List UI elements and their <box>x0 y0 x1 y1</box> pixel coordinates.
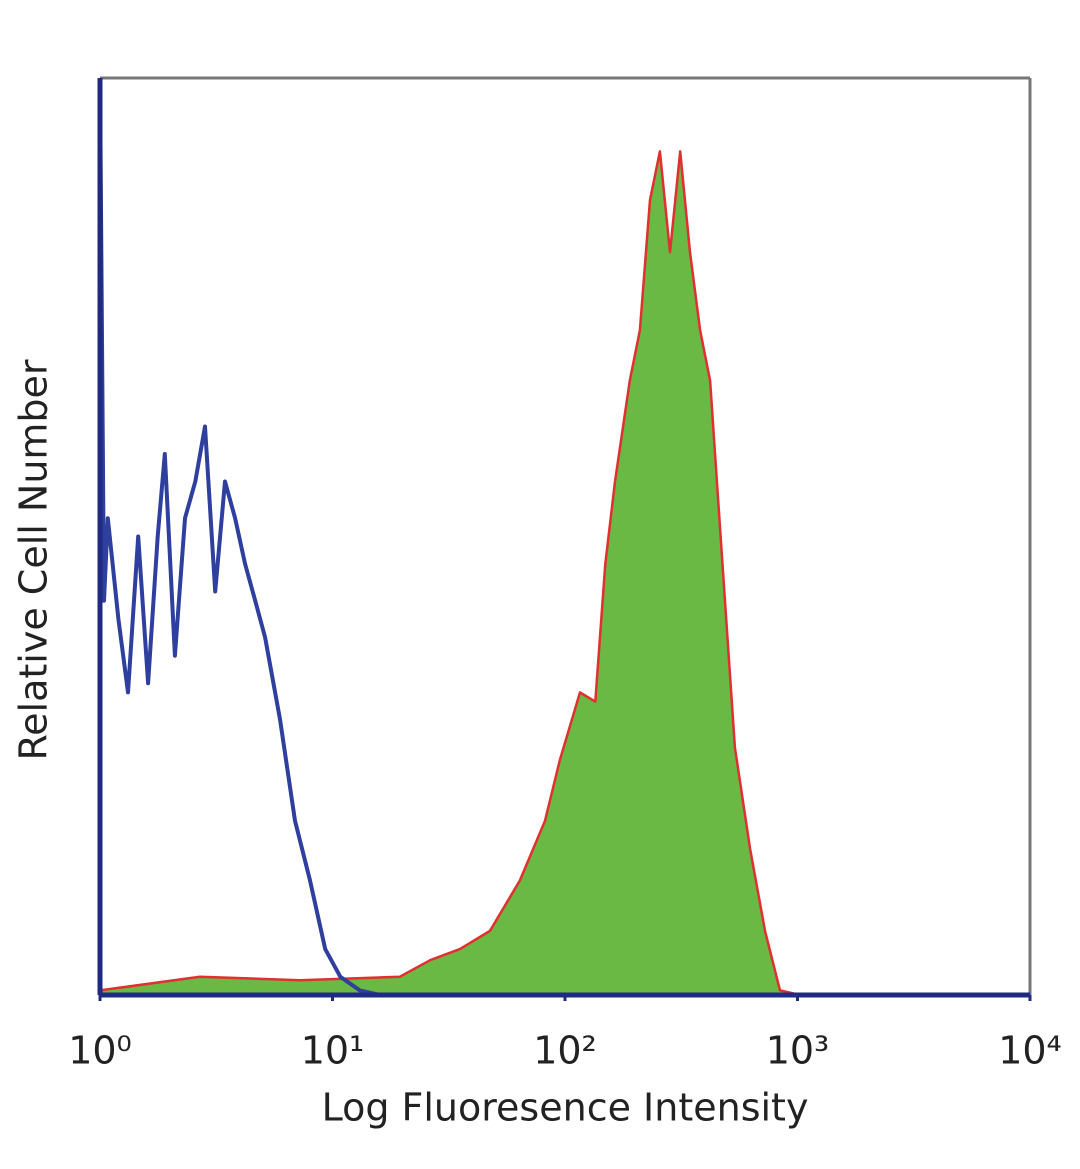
plot-area <box>98 77 1030 997</box>
histogram-line <box>98 77 1030 997</box>
x-tick-label: 10³ <box>766 1029 830 1073</box>
x-axis-label: Log Fluoresence Intensity <box>322 1086 809 1130</box>
y-axis-label: Relative Cell Number <box>12 359 56 760</box>
x-tick-label: 10² <box>533 1029 597 1073</box>
x-tick-label: 10¹ <box>301 1029 365 1073</box>
x-tick-label: 10⁴ <box>998 1029 1062 1073</box>
x-tick-label: 10⁰ <box>68 1029 132 1073</box>
filled-histogram <box>98 150 802 997</box>
